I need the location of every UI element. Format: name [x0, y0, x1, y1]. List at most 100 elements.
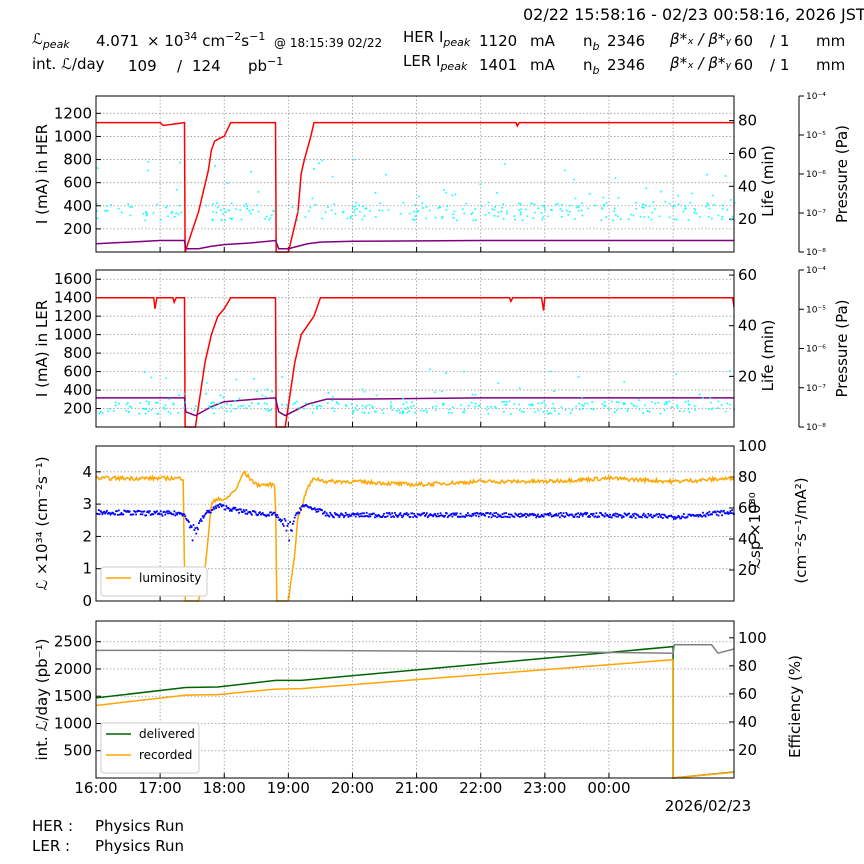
pressure-point	[693, 405, 696, 407]
specific_lumi-point	[730, 512, 733, 514]
specific_lumi-point	[518, 516, 521, 518]
specific_lumi-point	[139, 513, 142, 516]
pressure-point	[651, 211, 654, 214]
specific_lumi-point	[256, 514, 259, 517]
specific_lumi-point	[354, 515, 357, 518]
specific_lumi-point	[156, 510, 158, 513]
specific_lumi-point	[432, 515, 435, 518]
pressure-point	[613, 210, 615, 213]
specific_lumi-point	[313, 507, 316, 510]
pressure-point	[421, 207, 424, 209]
specific_lumi-point	[194, 527, 197, 529]
pressure-point	[474, 394, 477, 396]
pressure-point	[521, 219, 524, 221]
pressure-point	[159, 218, 162, 221]
pressure-point	[687, 219, 690, 221]
specific_lumi-point	[329, 511, 332, 514]
specific_lumi-point	[499, 515, 502, 518]
specific_lumi-point	[155, 510, 158, 513]
y-tick-label: 400	[63, 197, 92, 215]
pressure-point	[164, 404, 167, 407]
intl-slash: /	[177, 57, 183, 75]
y2-tick-label: 20	[738, 561, 757, 579]
specific_lumi-point	[547, 512, 549, 515]
pressure-point	[425, 409, 428, 412]
specific_lumi-point	[585, 513, 588, 516]
specific_lumi-point	[676, 516, 679, 519]
specific_lumi-point	[213, 507, 216, 510]
specific_lumi-point	[565, 512, 568, 514]
pressure-point	[694, 209, 697, 212]
y2-tick-label: 20	[738, 210, 757, 228]
pressure-point	[557, 413, 560, 415]
specific_lumi-point	[412, 516, 415, 519]
pressure-point	[375, 216, 377, 218]
specific_lumi-point	[572, 516, 575, 518]
specific_lumi-point	[538, 515, 540, 518]
pressure-point	[362, 205, 364, 207]
specific_lumi-point	[725, 512, 728, 515]
y2-tick-label: 100	[738, 437, 767, 455]
specific_lumi-point	[590, 513, 593, 515]
specific_lumi-point	[588, 514, 590, 517]
specific_lumi-point	[637, 514, 640, 517]
intl-label: int. ℒ/day	[32, 55, 105, 73]
specific_lumi-point	[285, 529, 288, 532]
specific_lumi-point	[390, 516, 393, 518]
specific_lumi-point	[122, 513, 125, 516]
specific_lumi-point	[225, 505, 228, 507]
pressure-point	[381, 209, 384, 212]
pressure-point	[519, 211, 522, 214]
pressure-point	[414, 411, 416, 414]
specific_lumi-point	[671, 515, 673, 518]
specific_lumi-point	[721, 514, 724, 517]
pressure-tick-label: 10⁻⁶	[806, 170, 826, 180]
specific_lumi-point	[246, 513, 249, 515]
specific_lumi-point	[385, 512, 388, 514]
pressure-point	[707, 408, 710, 411]
pressure-point	[623, 381, 626, 383]
specific_lumi-point	[482, 512, 485, 515]
specific_lumi-point	[262, 513, 265, 516]
specific_lumi-point	[258, 512, 261, 514]
specific_lumi-point	[117, 509, 120, 512]
specific_lumi-point	[157, 512, 160, 515]
legend-label-luminosity: luminosity	[139, 571, 201, 585]
specific_lumi-point	[456, 515, 459, 518]
pressure-point	[125, 409, 127, 412]
specific_lumi-point	[127, 511, 130, 513]
specific_lumi-point	[479, 512, 482, 514]
y-axis-label: int. ℒ/day (pb⁻¹)	[33, 639, 51, 761]
pressure-point	[600, 219, 603, 222]
specific_lumi-point	[599, 511, 601, 514]
specific_lumi-point	[537, 513, 539, 516]
pressure-point	[666, 401, 669, 404]
pressure-point	[472, 219, 475, 222]
specific_lumi-point	[515, 513, 518, 516]
pressure-point	[531, 202, 533, 205]
specific_lumi-point	[288, 539, 291, 542]
pressure-point	[561, 204, 563, 206]
y-tick-label: 1000	[54, 326, 92, 344]
pressure-tick-label: 10⁻⁸	[806, 423, 826, 433]
pressure-point	[378, 209, 381, 212]
specific_lumi-point	[199, 518, 202, 521]
specific_lumi-point	[714, 511, 717, 514]
efficiency-line	[96, 644, 735, 655]
pressure-tick-label: 10⁻⁴	[806, 92, 826, 102]
pressure-point	[387, 209, 390, 211]
specific_lumi-point	[119, 513, 122, 516]
pressure-point	[647, 410, 649, 412]
pressure-point	[170, 212, 173, 215]
specific_lumi-point	[348, 513, 351, 516]
pressure-point	[495, 407, 498, 409]
specific_lumi-point	[229, 509, 231, 512]
specific_lumi-point	[576, 515, 579, 518]
specific_lumi-point	[665, 516, 668, 518]
pressure-point	[691, 192, 693, 195]
specific_lumi-point	[238, 511, 240, 514]
specific_lumi-point	[716, 510, 719, 513]
pressure-point	[626, 408, 629, 411]
specific_lumi-point	[137, 510, 140, 513]
specific_lumi-point	[218, 506, 220, 508]
